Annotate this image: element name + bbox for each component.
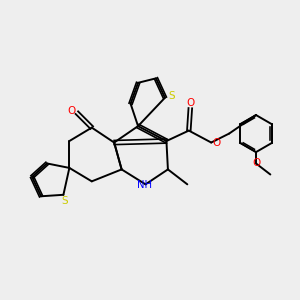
Text: O: O bbox=[67, 106, 76, 116]
Text: O: O bbox=[212, 137, 221, 148]
Text: NH: NH bbox=[137, 180, 152, 190]
Text: S: S bbox=[168, 91, 175, 101]
Text: O: O bbox=[186, 98, 194, 108]
Text: S: S bbox=[61, 196, 68, 206]
Text: O: O bbox=[252, 158, 260, 168]
